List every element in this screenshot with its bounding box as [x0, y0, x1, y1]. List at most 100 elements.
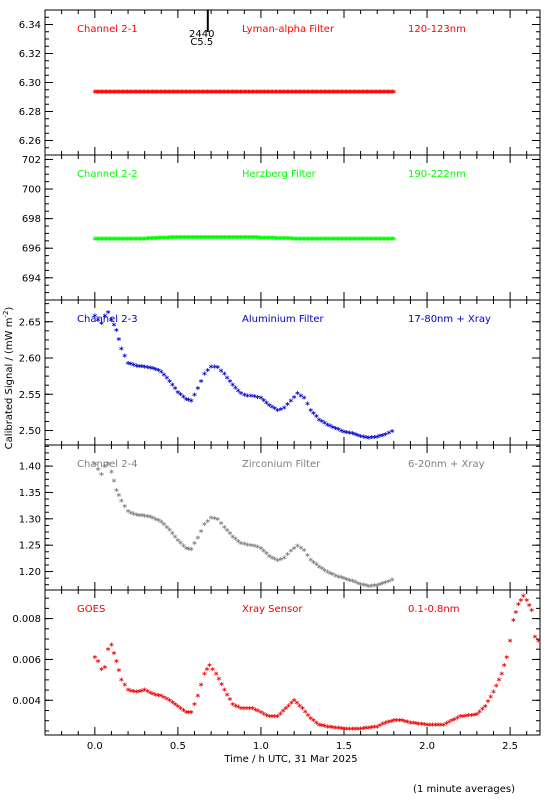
series-marks: ****************************************… — [92, 89, 396, 99]
y-tick-label: 2.50 — [19, 426, 41, 437]
y-axis-label: Calibrated Signal / (mW m-2) — [2, 307, 15, 450]
data-point: * — [322, 89, 327, 99]
data-point: * — [338, 236, 343, 246]
data-point: * — [270, 714, 275, 724]
data-point: * — [328, 570, 333, 580]
data-point: * — [261, 711, 266, 721]
data-point: * — [109, 642, 114, 652]
data-point: * — [370, 236, 375, 246]
data-point: * — [203, 89, 208, 99]
data-point: * — [304, 236, 309, 246]
data-point: * — [229, 234, 234, 244]
data-point: * — [386, 89, 391, 99]
data-point: * — [266, 89, 271, 99]
data-point: * — [246, 89, 251, 99]
data-point: * — [367, 583, 372, 593]
data-point: * — [110, 236, 115, 246]
data-point: * — [380, 721, 385, 731]
data-point: * — [126, 360, 131, 370]
filter-label: Xray Sensor — [242, 604, 303, 615]
data-point: * — [205, 667, 210, 677]
data-point: * — [205, 368, 210, 378]
data-point: * — [332, 89, 337, 99]
y-tick-label: 1.30 — [19, 514, 41, 525]
data-point: * — [347, 236, 352, 246]
data-point: * — [107, 89, 112, 99]
data-point: * — [111, 89, 116, 99]
data-point: * — [223, 234, 228, 244]
data-point: * — [315, 89, 320, 99]
data-point: * — [249, 542, 254, 552]
data-point: * — [114, 487, 119, 497]
data-point: * — [201, 89, 206, 99]
data-point: * — [116, 236, 121, 246]
data-point: * — [134, 363, 139, 373]
chart-panels: 6.26 6.28 6.30 6.32 6.34 Channel 2-1 Lyman-alp… — [12, 9, 541, 736]
data-point: * — [176, 538, 181, 548]
data-point: * — [125, 236, 130, 246]
data-point: * — [192, 701, 197, 711]
data-point: * — [397, 718, 402, 728]
data-point: * — [342, 576, 347, 586]
data-point: * — [145, 236, 150, 246]
data-point: * — [403, 718, 408, 728]
data-point: * — [115, 89, 120, 99]
data-point: * — [258, 235, 263, 245]
data-point: * — [239, 541, 244, 551]
data-point: * — [239, 391, 244, 401]
data-point: * — [114, 659, 119, 669]
data-point: * — [195, 89, 200, 99]
data-point: * — [213, 234, 218, 244]
data-point: * — [141, 89, 146, 99]
data-point: * — [120, 236, 125, 246]
data-point: * — [216, 676, 221, 686]
data-point: * — [200, 89, 205, 99]
data-point: * — [206, 234, 211, 244]
data-point: * — [368, 89, 373, 99]
data-point: * — [276, 235, 281, 245]
data-point: * — [137, 236, 142, 246]
data-point: * — [145, 513, 150, 523]
data-point: * — [92, 461, 97, 471]
data-point: * — [112, 89, 117, 99]
data-point: * — [225, 692, 230, 702]
data-point: * — [344, 576, 349, 586]
data-point: * — [172, 89, 177, 99]
data-point: * — [242, 89, 247, 99]
data-point: * — [119, 498, 124, 508]
data-point: * — [298, 236, 303, 246]
data-point: * — [243, 89, 248, 99]
data-point: * — [340, 236, 345, 246]
data-point: * — [124, 89, 129, 99]
data-point: * — [317, 564, 322, 574]
data-point: * — [389, 718, 394, 728]
data-point: * — [400, 718, 405, 728]
data-point: * — [279, 556, 284, 566]
data-point: * — [162, 235, 167, 245]
data-point: * — [351, 89, 356, 99]
data-point: * — [416, 721, 421, 731]
data-point: * — [257, 235, 262, 245]
data-point: * — [205, 518, 210, 528]
data-point: * — [348, 236, 353, 246]
data-point: * — [186, 710, 191, 720]
data-point: * — [173, 234, 178, 244]
data-point: * — [178, 540, 183, 550]
data-point: * — [189, 547, 194, 557]
data-point: * — [114, 328, 119, 338]
data-point: * — [199, 89, 204, 99]
data-point: * — [323, 236, 328, 246]
data-point: * — [104, 236, 109, 246]
event-marker-class: C5.5 — [190, 37, 213, 48]
data-point: * — [281, 708, 286, 718]
data-point: * — [259, 395, 264, 405]
data-point: * — [151, 691, 156, 701]
data-point: * — [192, 89, 197, 99]
data-point: * — [166, 235, 171, 245]
data-point: * — [242, 234, 247, 244]
data-point: * — [319, 89, 324, 99]
data-point: * — [133, 236, 138, 246]
band-label: 190-222nm — [408, 169, 466, 180]
data-point: * — [375, 724, 380, 734]
data-point: * — [311, 559, 316, 569]
